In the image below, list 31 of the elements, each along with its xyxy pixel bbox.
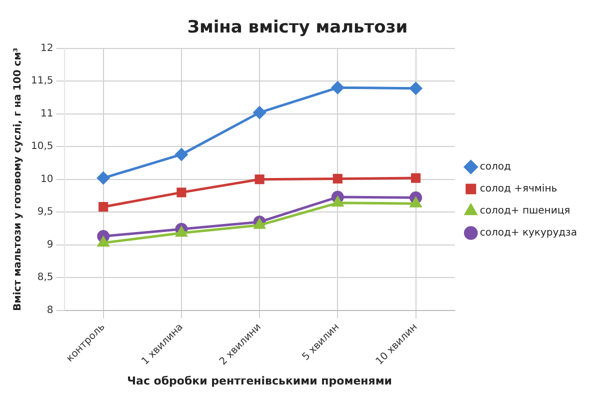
point [332,196,344,207]
y-tick-label: 8,5 [37,272,54,284]
point [175,148,188,161]
legend-label: солод +ячмінь [480,184,558,195]
point [98,202,108,212]
y-tick-label: 11 [40,108,54,120]
point [410,82,422,95]
y-tick-label: 10,5 [31,141,54,152]
point [98,236,109,247]
point [254,174,264,184]
y-tick-label: 12 [40,42,54,54]
point [176,188,186,198]
point [254,218,266,229]
point [176,226,188,237]
y-tick-label: 11,5 [31,76,54,87]
point [253,106,266,119]
y-axis-title: Вміст мальтози у готовому суслі, г на 100 см³ [12,48,24,311]
legend-label: солод [480,162,511,173]
y-tick-label: 9,5 [37,206,54,218]
chart-title: Зміна вмісту мальтози [187,18,408,38]
point [332,174,342,184]
x-axis-title: Час обробки рентгенівськими променями [127,374,392,388]
point [410,197,422,208]
legend-label: солод+ пшениця [480,206,570,217]
point [411,173,421,183]
y-tick-label: 10 [40,174,54,185]
y-tick-label: 8 [46,304,54,316]
point [97,172,110,184]
y-tick-label: 9 [46,239,54,250]
legend-label: солод+ кукурудза [480,228,577,239]
point [331,81,344,94]
